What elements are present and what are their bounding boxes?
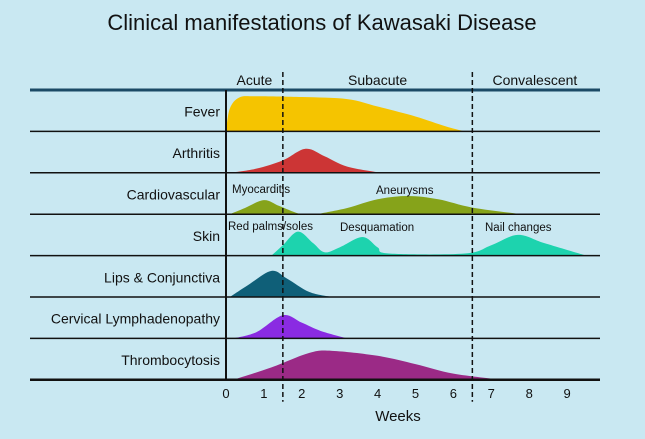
phase-label-acute: Acute (237, 72, 273, 88)
phase-label-subacute: Subacute (348, 72, 407, 88)
x-tick-label: 3 (336, 386, 343, 401)
chart-title: Clinical manifestations of Kawasaki Dise… (107, 10, 536, 35)
area-fever-0 (226, 96, 465, 132)
row-label: Fever (184, 104, 220, 120)
x-tick-label: 5 (412, 386, 419, 401)
area-cervical-lymphadenopathy-0 (233, 314, 348, 339)
x-axis-label: Weeks (375, 408, 421, 425)
phase-label-convalescent: Convalescent (492, 72, 577, 88)
x-tick-label: 7 (488, 386, 495, 401)
area-lips-conjunctiva-0 (229, 270, 333, 297)
row-label: Lips & Conjunctiva (104, 269, 220, 285)
area-cardiovascular-0 (229, 200, 310, 215)
x-tick-label: 9 (563, 386, 570, 401)
x-tick-label: 4 (374, 386, 381, 401)
row-label: Skin (193, 228, 220, 244)
area-arthritis-0 (229, 148, 382, 173)
curve-label: Myocarditis (232, 184, 290, 196)
row-label: Cervical Lymphadenopathy (51, 311, 220, 327)
area-cardiovascular-1 (316, 195, 522, 215)
x-tick-label: 6 (450, 386, 457, 401)
x-tick-label: 8 (526, 386, 533, 401)
x-tick-label: 2 (298, 386, 305, 401)
curve-label: Aneurysms (376, 185, 434, 197)
area-thrombocytosis-0 (233, 350, 503, 380)
row-label: Arthritis (173, 145, 220, 161)
x-tick-label: 0 (222, 386, 229, 401)
row-label: Thrombocytosis (121, 352, 220, 368)
x-tick-label: 1 (260, 386, 267, 401)
curve-label: Red palms/soles (228, 221, 313, 233)
curve-label: Desquamation (340, 222, 414, 234)
area-skin-0 (271, 231, 587, 256)
curve-label: Nail changes (485, 222, 552, 234)
row-label: Cardiovascular (127, 187, 221, 203)
